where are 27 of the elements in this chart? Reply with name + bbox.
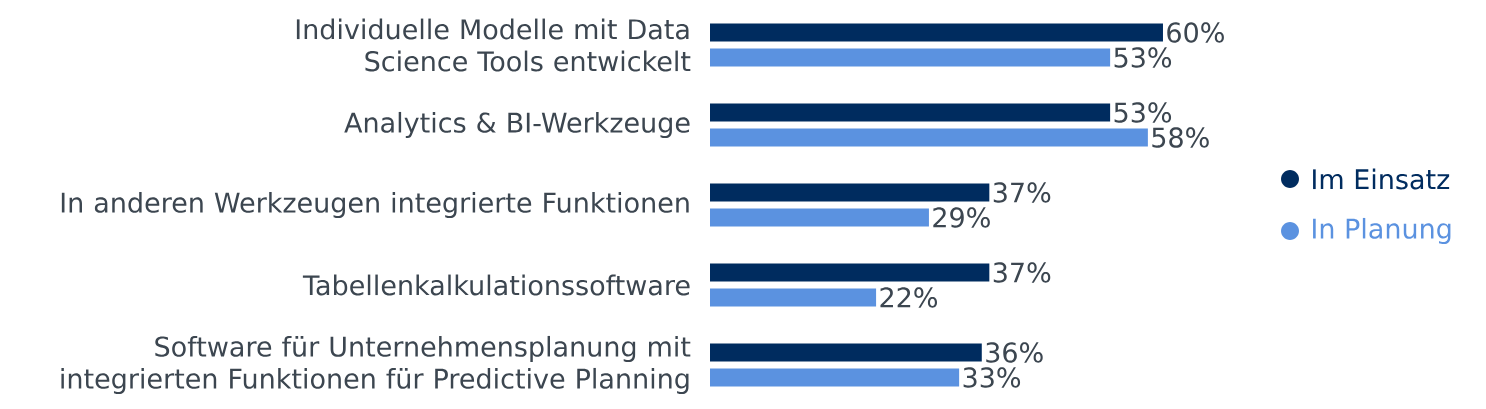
y-tick-label: Software für Unternehmensplanung mit integrierten Funktionen für Predictive Planning [61, 335, 691, 395]
y-tick-label: Tabellenkalkulationssoftware [302, 274, 690, 296]
data-label: 37% [993, 262, 1051, 283]
bar [710, 183, 990, 202]
y-tick-label: Analytics & BI-Werkzeuge [344, 111, 690, 139]
bar [710, 103, 1111, 122]
bar [710, 48, 1111, 67]
bar [710, 23, 1163, 42]
bar [710, 288, 877, 307]
bar [710, 368, 960, 387]
data-label: 60% [1167, 22, 1224, 43]
data-label: 37% [993, 182, 1051, 203]
data-label: 29% [933, 207, 990, 228]
legend-label: In Planung [1313, 217, 1451, 245]
y-tick-label: Individuelle Modelle mit Data Science Tools entwickelt [296, 18, 691, 72]
data-label: 22% [880, 287, 938, 308]
data-label: 36% [986, 342, 1043, 363]
bar [710, 128, 1148, 147]
data-label: 58% [1152, 127, 1209, 148]
bar [710, 263, 990, 282]
bar [710, 343, 982, 362]
bar [710, 208, 929, 227]
data-label: 33% [963, 367, 1021, 388]
data-label: 53% [1114, 47, 1172, 68]
y-tick-label: In anderen Werkzeugen integrierte Funktionen [61, 191, 689, 219]
data-label: 53% [1114, 102, 1172, 123]
legend-label: Im Einsatz [1313, 168, 1450, 190]
